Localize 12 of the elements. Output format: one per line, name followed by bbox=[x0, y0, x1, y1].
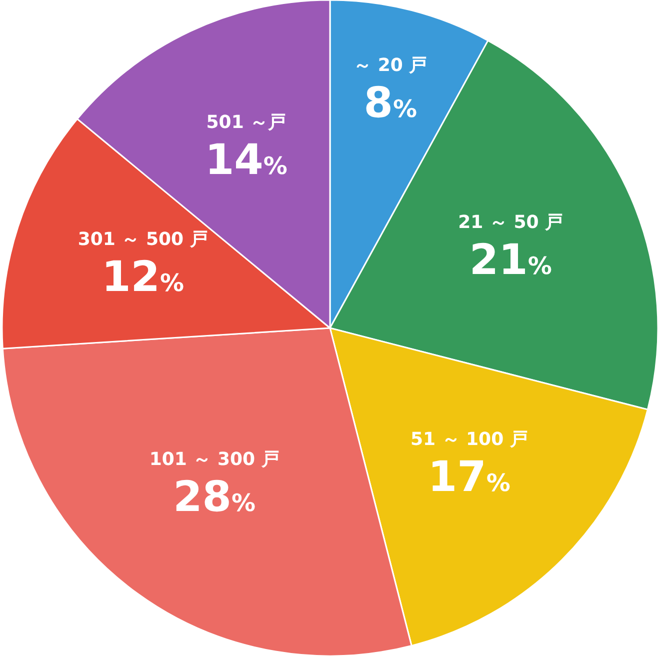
slice-label: 51 ～ 100 戸 bbox=[410, 429, 528, 450]
data-label: 28% bbox=[173, 472, 256, 522]
slice-label: 301 ～ 500 戸 bbox=[78, 229, 208, 250]
data-label: 21% bbox=[469, 234, 552, 284]
data-label: 17% bbox=[428, 452, 510, 502]
slice-label: 101 ～ 300 戸 bbox=[149, 449, 280, 470]
slice-label: ～ 20 戸 bbox=[354, 54, 428, 76]
slice-label: 501 ～戸 bbox=[206, 112, 286, 133]
data-label: 14% bbox=[204, 134, 288, 184]
data-label: 12% bbox=[102, 252, 184, 302]
slice-label: 21 ～ 50 戸 bbox=[458, 212, 564, 233]
data-label: 8% bbox=[364, 78, 418, 127]
